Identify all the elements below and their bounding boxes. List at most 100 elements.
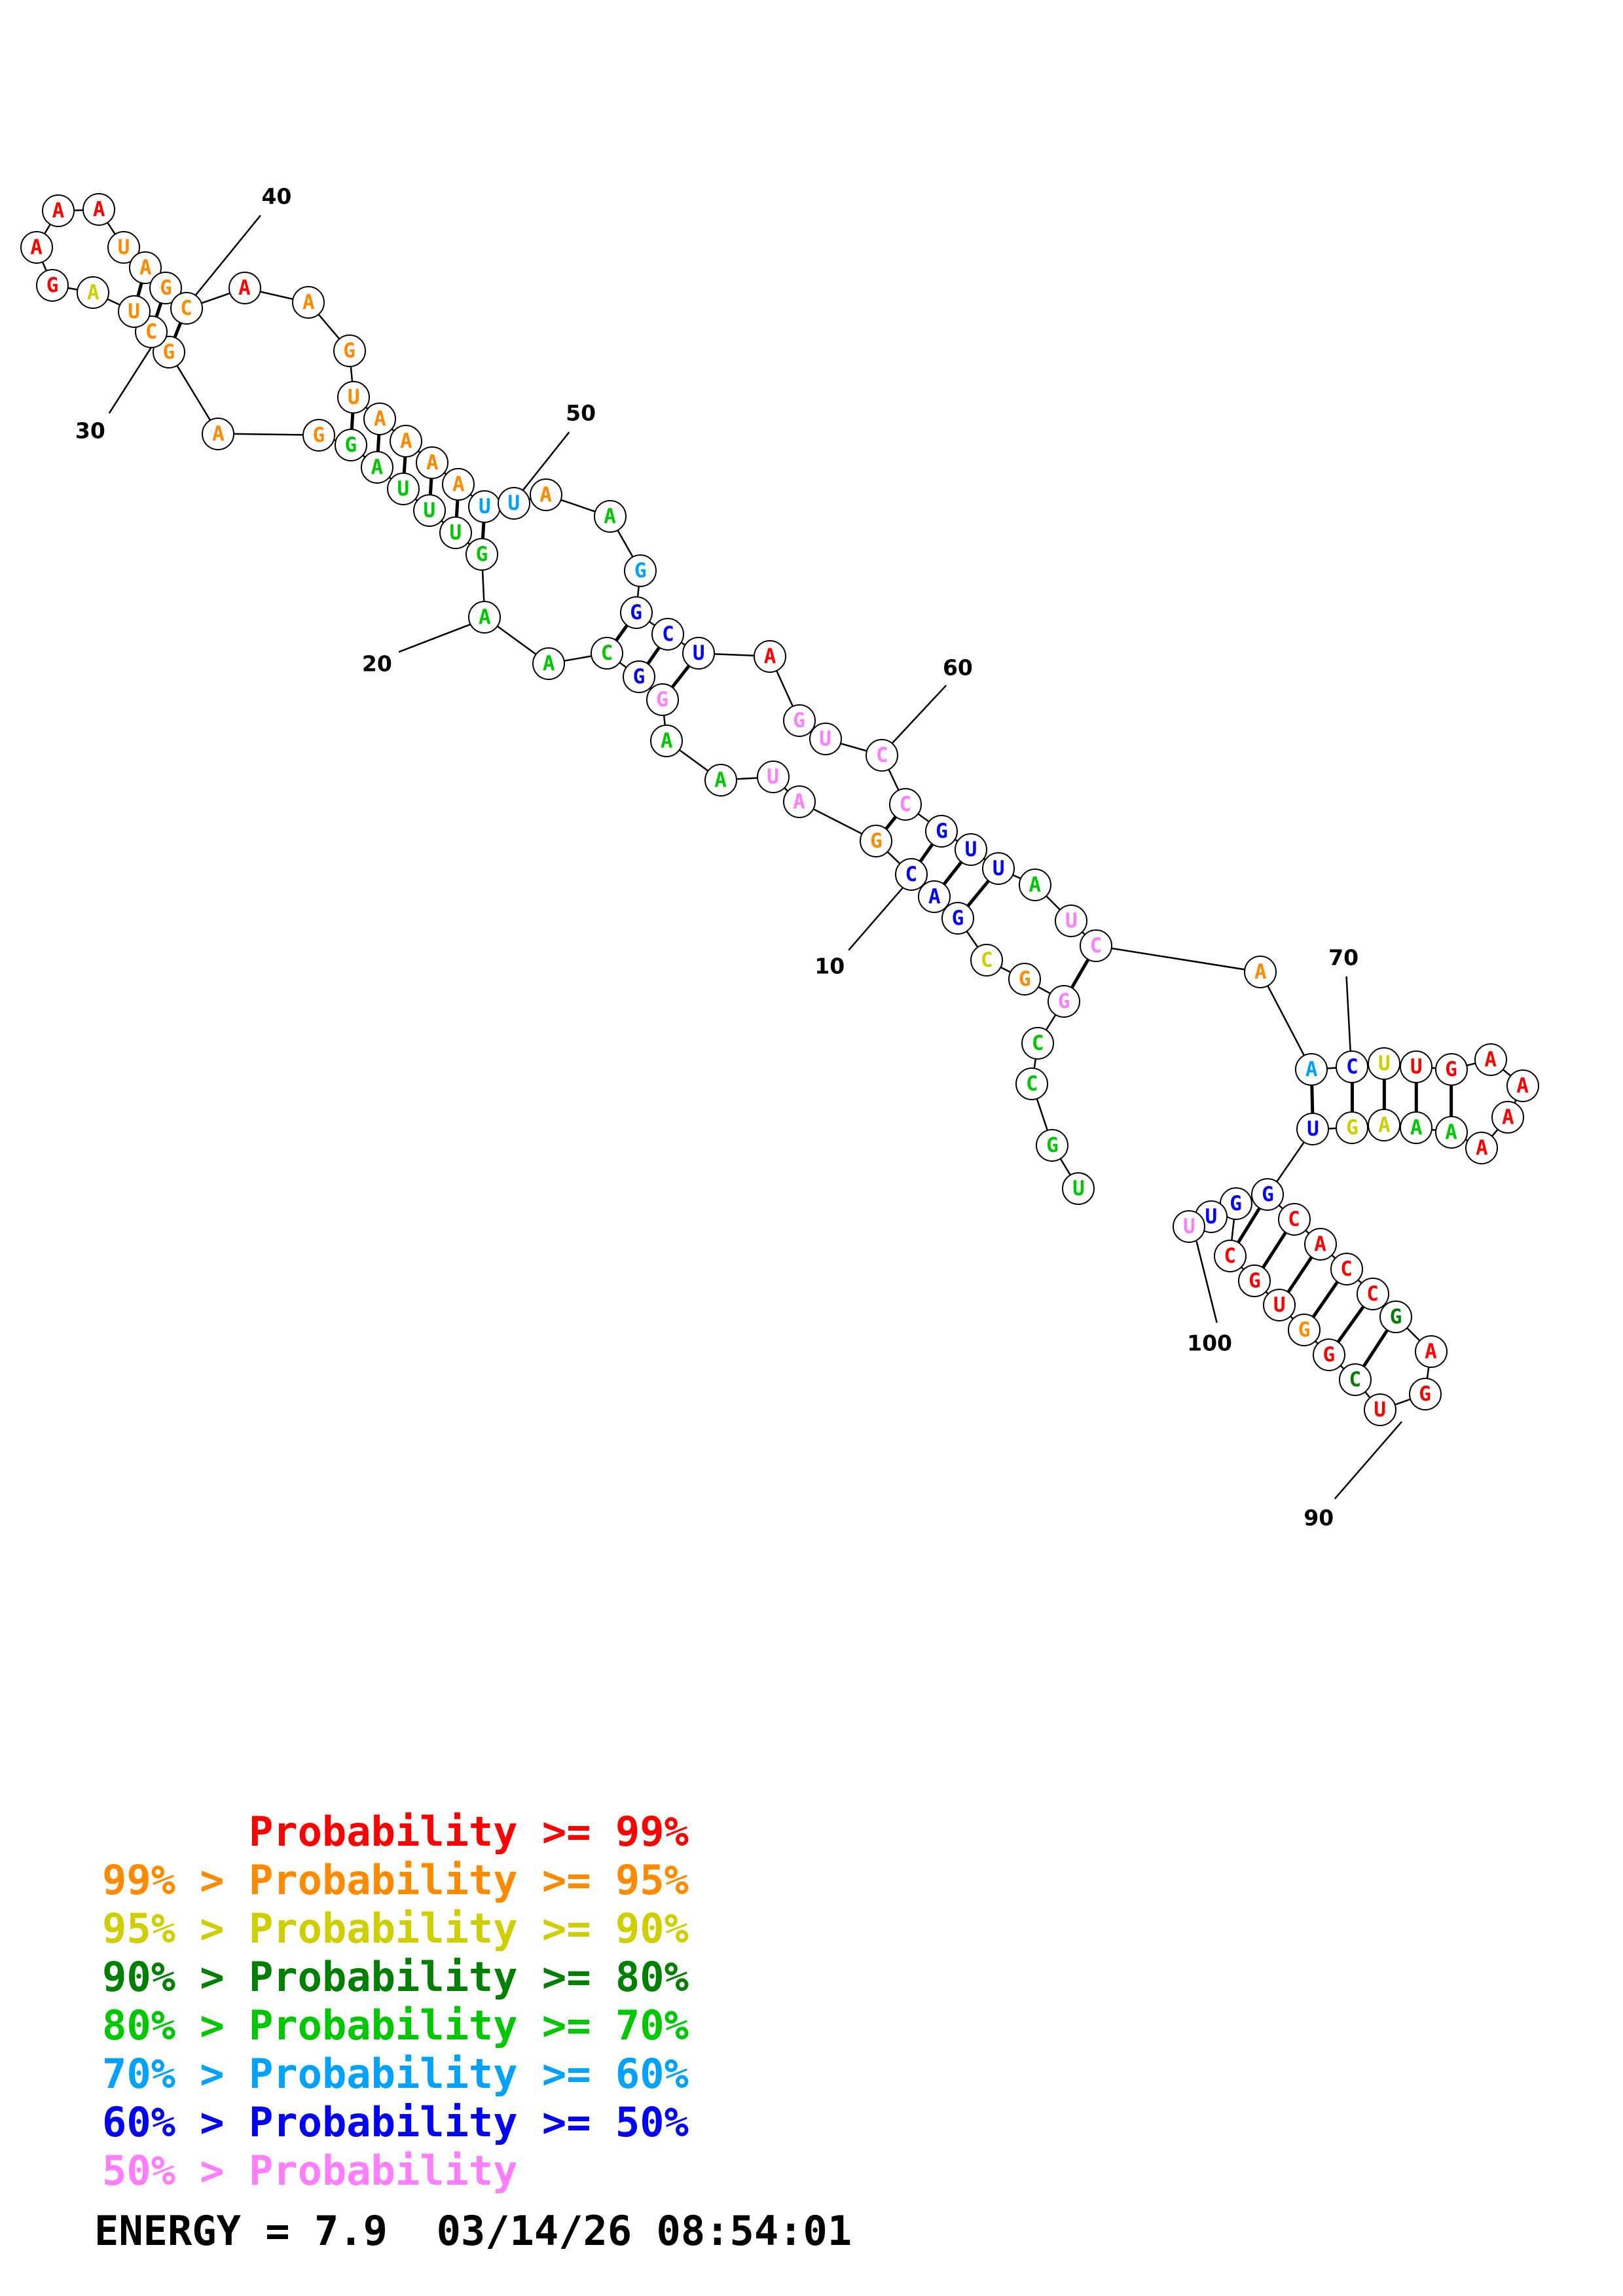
nucleotide-3: C xyxy=(1015,1067,1049,1101)
nucleotide-75: A xyxy=(1506,1069,1539,1102)
label-leader-line xyxy=(108,344,154,414)
label-leader-line xyxy=(190,215,261,302)
nucleotide-7: C xyxy=(970,944,1004,977)
nucleotide-84: C xyxy=(1277,1203,1311,1236)
nucleotide-27: G xyxy=(302,418,335,452)
nucleotide-12: A xyxy=(782,785,816,819)
nucleotide-32: A xyxy=(77,276,110,309)
nucleotide-81: G xyxy=(1336,1111,1369,1145)
nucleotide-1: U xyxy=(1062,1172,1095,1206)
nucleotide-61: C xyxy=(888,788,922,821)
nucleotide-45: A xyxy=(363,403,397,436)
label-leader-line xyxy=(886,685,947,750)
nucleotide-14: A xyxy=(704,763,737,797)
label-leader-line xyxy=(848,884,906,951)
nucleotide-42: A xyxy=(292,286,325,319)
legend-item-6: 70% > Probability >= 60% xyxy=(102,2050,689,2098)
nucleotide-44: U xyxy=(337,380,371,414)
position-label-100: 100 xyxy=(1187,1330,1232,1356)
nucleotide-83: G xyxy=(1251,1178,1285,1211)
nucleotide-49: U xyxy=(468,490,501,523)
nucleotide-26: G xyxy=(334,429,367,462)
nucleotide-68: A xyxy=(1244,956,1277,989)
nucleotide-19: A xyxy=(532,647,566,680)
nucleotide-43: G xyxy=(333,334,366,367)
label-leader-line xyxy=(1345,976,1352,1058)
nucleotide-67: C xyxy=(1080,929,1113,963)
position-label-10: 10 xyxy=(814,953,845,979)
nucleotide-80: A xyxy=(1368,1108,1401,1141)
nucleotide-65: A xyxy=(1018,868,1051,901)
nucleotide-88: G xyxy=(1379,1300,1413,1334)
label-leader-line xyxy=(1334,1421,1402,1499)
nucleotide-59: U xyxy=(809,723,842,756)
nucleotide-21: G xyxy=(465,538,498,571)
nucleotide-22: U xyxy=(439,516,472,549)
nucleotide-58: G xyxy=(782,704,816,737)
nucleotide-66: U xyxy=(1055,905,1088,938)
nucleotide-91: U xyxy=(1363,1393,1396,1427)
nucleotide-52: A xyxy=(593,500,627,533)
nucleotide-63: U xyxy=(954,833,987,867)
nucleotide-57: A xyxy=(754,639,787,673)
nucleotide-62: G xyxy=(925,814,958,848)
legend-item-4: 90% > Probability >= 80% xyxy=(102,1953,689,2001)
nucleotide-34: A xyxy=(20,230,53,264)
nucleotide-9: A xyxy=(918,880,951,913)
nucleotide-54: G xyxy=(619,596,653,629)
legend-item-1: Probability >= 99% xyxy=(248,1808,689,1856)
nucleotide-85: A xyxy=(1304,1227,1337,1261)
nucleotide-74: A xyxy=(1474,1043,1507,1076)
nucleotide-36: A xyxy=(82,193,116,226)
nucleotide-13: U xyxy=(756,761,790,794)
backbone-segment xyxy=(1095,944,1261,973)
label-leader-line xyxy=(398,622,475,653)
backbone-segment xyxy=(218,433,319,437)
nucleotide-8: G xyxy=(941,901,974,935)
nucleotide-89: A xyxy=(1414,1335,1448,1369)
nucleotide-41: A xyxy=(228,272,261,305)
nucleotide-51: A xyxy=(529,478,562,511)
nucleotide-77: A xyxy=(1465,1132,1499,1165)
nucleotide-46: A xyxy=(390,424,423,457)
nucleotide-23: U xyxy=(412,494,446,528)
position-label-20: 20 xyxy=(361,651,392,677)
nucleotide-71: U xyxy=(1368,1047,1401,1081)
nucleotide-11: G xyxy=(860,825,893,858)
energy-text: ENERGY = 7.9 03/14/26 08:54:01 xyxy=(94,2207,852,2255)
nucleotide-96: G xyxy=(1238,1264,1271,1297)
legend-item-2: 99% > Probability >= 95% xyxy=(102,1856,689,1904)
position-label-90: 90 xyxy=(1304,1505,1334,1531)
position-label-60: 60 xyxy=(942,655,973,681)
nucleotide-2: G xyxy=(1036,1128,1069,1162)
nucleotide-95: U xyxy=(1263,1289,1296,1322)
position-label-50: 50 xyxy=(566,400,596,426)
position-label-70: 70 xyxy=(1328,944,1359,971)
nucleotide-79: A xyxy=(1400,1111,1433,1145)
nucleotide-38: A xyxy=(129,251,162,285)
nucleotide-15: A xyxy=(650,724,684,757)
nucleotide-76: A xyxy=(1491,1101,1525,1134)
nucleotide-100: U xyxy=(1173,1210,1206,1244)
nucleotide-70: C xyxy=(1336,1050,1369,1083)
legend-item-5: 80% > Probability >= 70% xyxy=(102,2001,689,2049)
nucleotide-6: G xyxy=(1008,963,1042,996)
nucleotide-73: G xyxy=(1434,1053,1468,1086)
probability-legend: Probability >= 99% 99% > Probability >= 9… xyxy=(102,1808,689,2195)
nucleotide-24: U xyxy=(386,473,420,506)
legend-item-3: 95% > Probability >= 90% xyxy=(102,1905,689,1952)
nucleotide-64: U xyxy=(982,852,1015,886)
nucleotide-18: C xyxy=(591,637,624,670)
nucleotide-87: C xyxy=(1356,1277,1389,1310)
nucleotide-94: G xyxy=(1288,1314,1321,1347)
nucleotide-97: C xyxy=(1213,1239,1247,1272)
backbone-segment xyxy=(1260,971,1313,1070)
nucleotide-60: C xyxy=(866,738,899,772)
nucleotide-78: A xyxy=(1434,1115,1468,1149)
nucleotide-92: C xyxy=(1338,1363,1372,1396)
nucleotide-4: C xyxy=(1021,1027,1055,1060)
nucleotide-25: A xyxy=(360,450,393,484)
label-leader-line xyxy=(1195,1241,1218,1323)
nucleotide-50: U xyxy=(497,487,530,520)
nucleotide-53: G xyxy=(624,554,657,587)
